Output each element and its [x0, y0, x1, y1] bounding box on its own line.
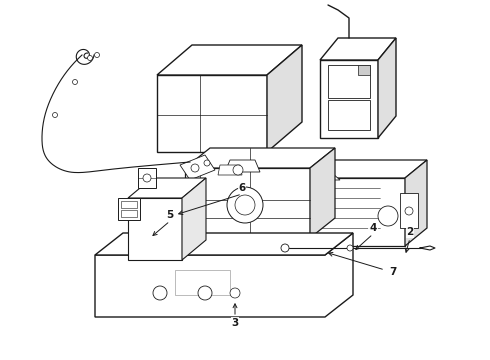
Circle shape: [95, 53, 99, 58]
Polygon shape: [139, 205, 146, 257]
Text: 5: 5: [167, 210, 173, 220]
Polygon shape: [95, 233, 353, 255]
Polygon shape: [315, 160, 332, 173]
Circle shape: [235, 195, 255, 215]
Text: 7: 7: [390, 267, 397, 277]
Circle shape: [227, 187, 263, 223]
Circle shape: [143, 174, 151, 182]
Polygon shape: [320, 38, 396, 60]
Text: 3: 3: [231, 318, 239, 328]
Circle shape: [281, 244, 289, 252]
Polygon shape: [128, 178, 206, 198]
Polygon shape: [358, 65, 370, 75]
Circle shape: [405, 207, 413, 215]
Circle shape: [52, 112, 57, 117]
Text: 6: 6: [238, 183, 245, 193]
Polygon shape: [95, 233, 353, 317]
Polygon shape: [310, 160, 427, 178]
Circle shape: [88, 55, 93, 60]
Polygon shape: [157, 45, 302, 75]
Circle shape: [153, 286, 167, 300]
Polygon shape: [118, 198, 140, 220]
Polygon shape: [267, 45, 302, 152]
Polygon shape: [121, 201, 137, 208]
Polygon shape: [320, 60, 378, 138]
Polygon shape: [400, 193, 418, 228]
Polygon shape: [128, 198, 182, 260]
Polygon shape: [328, 100, 370, 130]
Polygon shape: [310, 178, 405, 246]
Polygon shape: [310, 148, 335, 238]
Circle shape: [233, 165, 243, 175]
Polygon shape: [315, 173, 340, 180]
Circle shape: [73, 80, 77, 85]
Text: 2: 2: [406, 227, 414, 237]
Polygon shape: [130, 205, 137, 257]
Text: 4: 4: [369, 223, 377, 233]
Polygon shape: [138, 168, 156, 188]
Polygon shape: [157, 75, 267, 152]
Polygon shape: [225, 160, 260, 172]
Polygon shape: [182, 178, 206, 260]
Circle shape: [347, 245, 353, 251]
Polygon shape: [218, 165, 242, 175]
Polygon shape: [328, 65, 370, 98]
Polygon shape: [121, 210, 137, 217]
Polygon shape: [185, 168, 310, 238]
Circle shape: [191, 164, 199, 172]
Polygon shape: [175, 270, 230, 295]
Circle shape: [230, 288, 240, 298]
Polygon shape: [166, 205, 173, 257]
Circle shape: [204, 160, 210, 166]
Polygon shape: [148, 205, 155, 257]
Polygon shape: [157, 205, 164, 257]
Polygon shape: [180, 155, 215, 180]
Polygon shape: [405, 160, 427, 246]
Circle shape: [198, 286, 212, 300]
Circle shape: [378, 206, 398, 226]
Polygon shape: [185, 148, 335, 168]
Polygon shape: [378, 38, 396, 138]
